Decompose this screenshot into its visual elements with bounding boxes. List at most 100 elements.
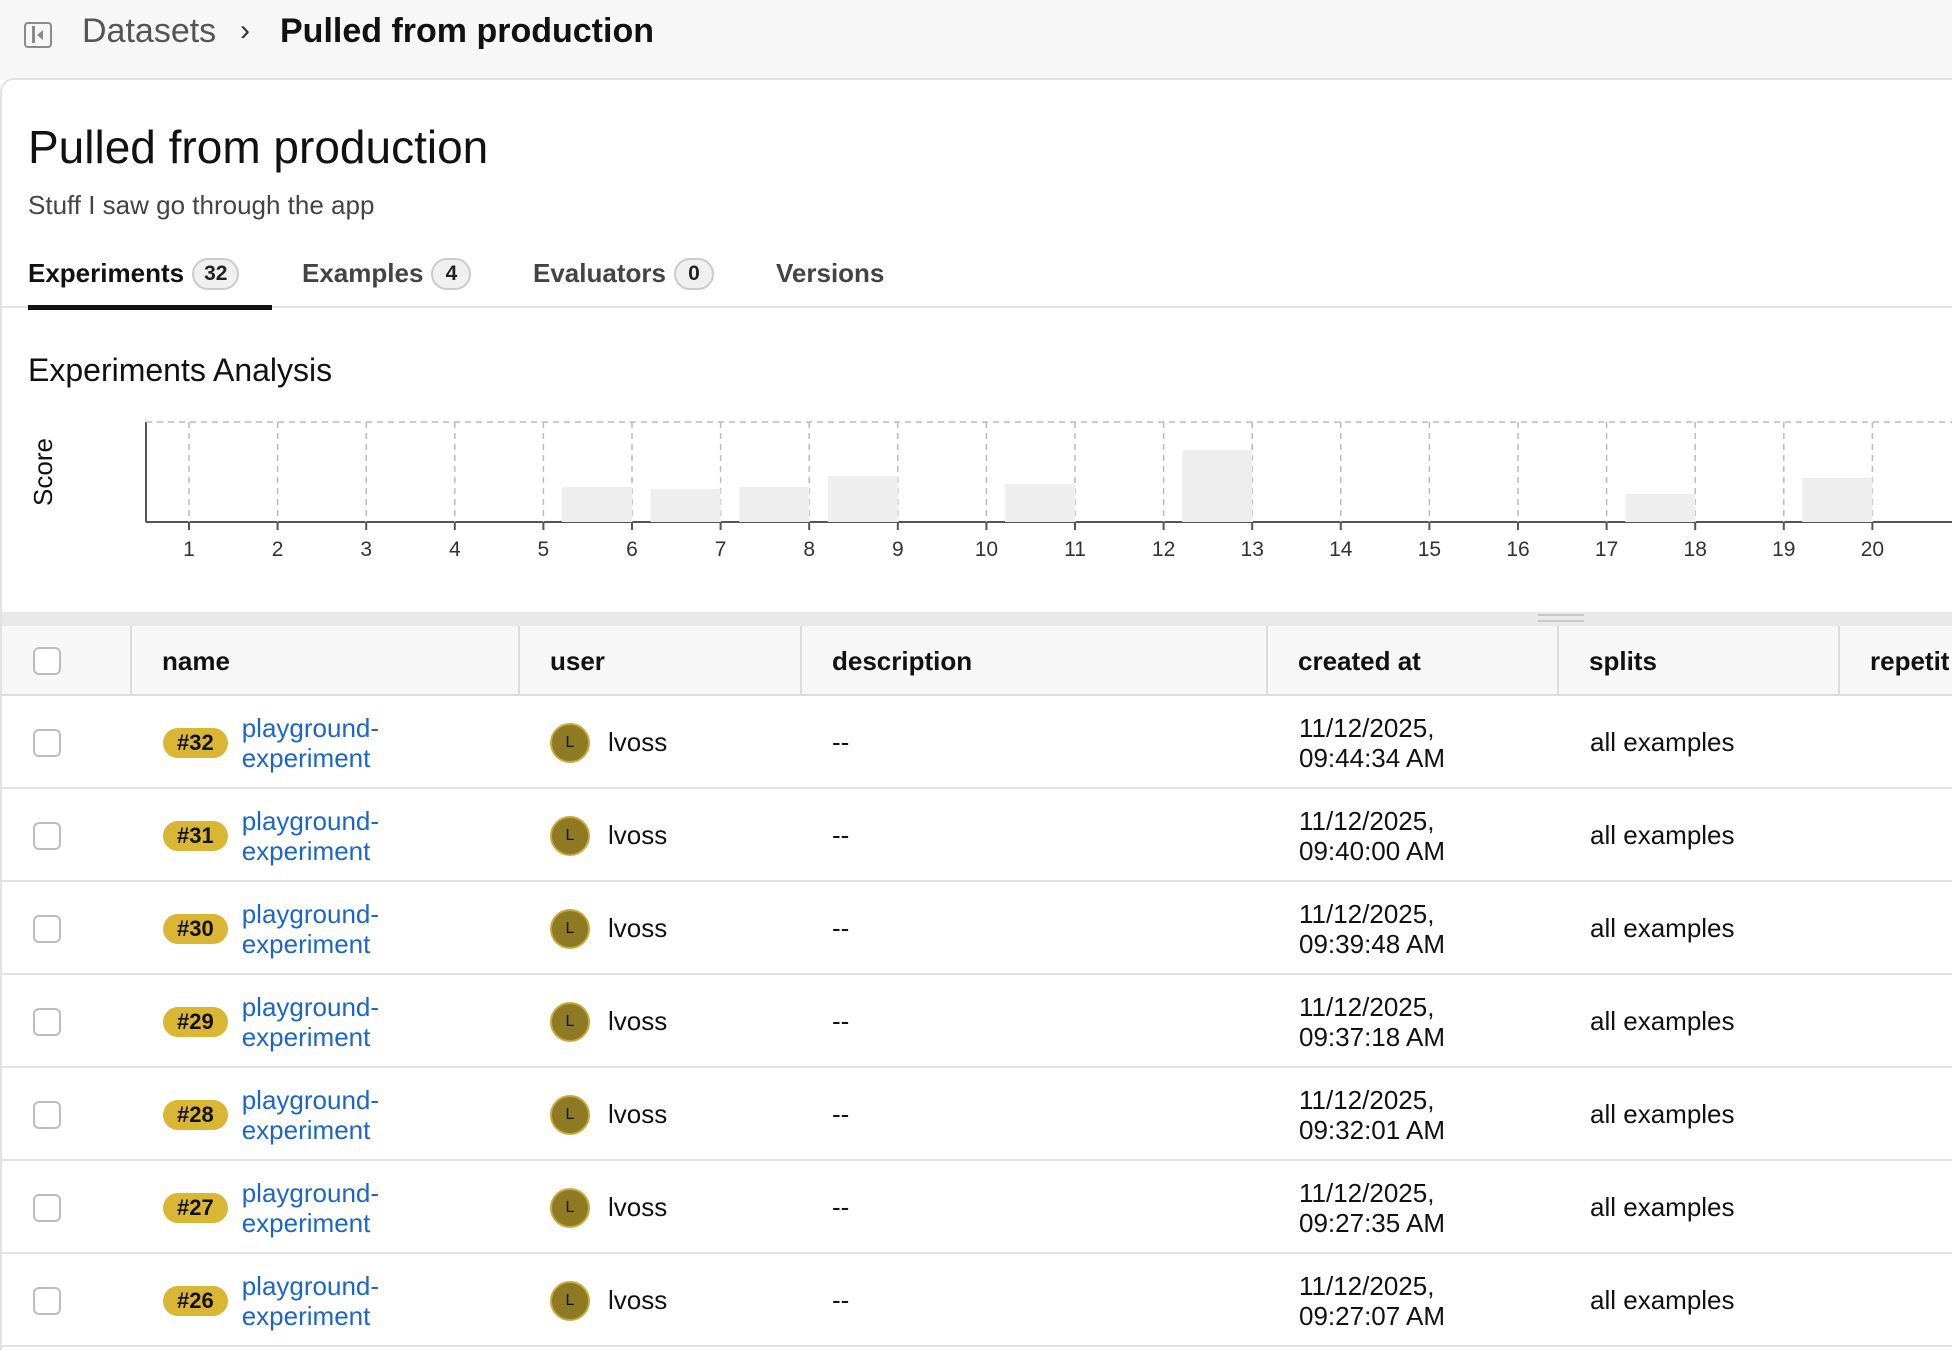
created-date: 11/12/2025, bbox=[1299, 1270, 1435, 1301]
select-all-cell bbox=[2, 626, 132, 696]
splits-cell: all examples bbox=[1590, 1099, 1735, 1129]
description-cell: -- bbox=[832, 1006, 850, 1036]
created-at-cell: 11/12/2025, 09:27:07 AM bbox=[1299, 1254, 1549, 1347]
row-select-cell bbox=[2, 975, 132, 1068]
chart-tick-label: 3 bbox=[360, 538, 372, 560]
row-checkbox[interactable] bbox=[33, 728, 61, 757]
created-time: 09:32:01 AM bbox=[1299, 1114, 1445, 1145]
user-name: lvoss bbox=[608, 820, 668, 850]
resize-handle[interactable] bbox=[1538, 614, 1584, 622]
chart-tick-label: 14 bbox=[1329, 538, 1353, 560]
experiment-name-cell: #28 playground-experiment bbox=[163, 1068, 503, 1161]
tab-evaluators-label: Evaluators bbox=[533, 258, 666, 288]
experiment-name-link[interactable]: playground-experiment bbox=[242, 806, 379, 866]
experiment-name-cell: #32 playground-experiment bbox=[163, 696, 503, 789]
experiments-table: name user description created at splits … bbox=[2, 626, 1952, 1347]
experiment-name-cell: #27 playground-experiment bbox=[163, 1161, 503, 1254]
column-header-repetitions[interactable]: repetit bbox=[1870, 645, 1950, 676]
column-header-splits[interactable]: splits bbox=[1559, 626, 1840, 696]
tab-evaluators[interactable]: Evaluators 0 bbox=[533, 250, 714, 308]
experiment-name-line2: experiment bbox=[241, 1207, 371, 1238]
row-checkbox[interactable] bbox=[33, 821, 61, 850]
created-at-cell: 11/12/2025, 09:44:34 AM bbox=[1299, 696, 1549, 789]
avatar: L bbox=[550, 1187, 590, 1228]
breadcrumb-current: Pulled from production bbox=[280, 12, 654, 50]
column-header-description[interactable]: description bbox=[802, 626, 1268, 696]
chart-bar[interactable] bbox=[739, 487, 810, 522]
description-cell: -- bbox=[832, 727, 850, 757]
created-time: 09:40:00 AM bbox=[1299, 835, 1445, 866]
experiment-name-line2: experiment bbox=[241, 1300, 371, 1331]
experiment-name-link[interactable]: playground-experiment bbox=[242, 992, 379, 1052]
created-date: 11/12/2025, bbox=[1299, 1084, 1435, 1115]
created-at-cell: 11/12/2025, 09:37:18 AM bbox=[1299, 975, 1549, 1068]
experiment-id-badge: #30 bbox=[163, 913, 228, 944]
main-panel: Pulled from production Stuff I saw go th… bbox=[0, 78, 1952, 1350]
page-title: Pulled from production bbox=[28, 121, 489, 173]
experiment-name-link[interactable]: playground-experiment bbox=[242, 1085, 379, 1145]
chart-bar[interactable] bbox=[1182, 450, 1253, 522]
user-name: lvoss bbox=[608, 1285, 668, 1315]
row-checkbox[interactable] bbox=[33, 1100, 61, 1129]
chart-bar[interactable] bbox=[650, 489, 721, 522]
breadcrumb-datasets-link[interactable]: Datasets bbox=[82, 12, 217, 50]
created-time: 09:44:34 AM bbox=[1299, 742, 1445, 773]
splits-cell: all examples bbox=[1590, 1192, 1735, 1222]
chart-tick-label: 1 bbox=[183, 538, 195, 560]
row-select-cell bbox=[2, 789, 132, 882]
experiment-name-link[interactable]: playground-experiment bbox=[242, 1271, 379, 1331]
tab-bar: Experiments 32 Examples 4 Evaluators 0 V… bbox=[2, 250, 1952, 310]
chart-bar[interactable] bbox=[827, 476, 898, 522]
created-time: 09:39:48 AM bbox=[1299, 928, 1445, 959]
experiment-name-line1: playground- bbox=[241, 712, 380, 743]
experiment-name-link[interactable]: playground-experiment bbox=[242, 1178, 379, 1238]
row-select-cell bbox=[2, 696, 132, 789]
splits-cell: all examples bbox=[1590, 1285, 1735, 1315]
row-checkbox[interactable] bbox=[33, 914, 61, 943]
table-header: name user description created at splits … bbox=[2, 626, 1952, 696]
chart-tick-label: 20 bbox=[1861, 538, 1884, 560]
experiment-id-badge: #26 bbox=[163, 1285, 228, 1316]
tab-experiments[interactable]: Experiments 32 bbox=[28, 250, 272, 310]
column-header-name[interactable]: name bbox=[132, 626, 520, 696]
experiment-name-cell: #26 playground-experiment bbox=[163, 1254, 503, 1347]
chart-bar[interactable] bbox=[1005, 484, 1075, 522]
experiments-chart: 1 2 3 4 5 6 7 8 9 10 11 12 13 14 15 16 17 18 19 20 Score bbox=[2, 410, 1952, 560]
chart-tick-label: 13 bbox=[1241, 538, 1264, 560]
user-name: lvoss bbox=[608, 727, 668, 757]
row-checkbox[interactable] bbox=[33, 1007, 61, 1036]
tab-examples[interactable]: Examples 4 bbox=[302, 250, 472, 308]
column-header-created-at[interactable]: created at bbox=[1268, 626, 1559, 696]
experiment-name-line1: playground- bbox=[241, 805, 380, 836]
chart-bar[interactable] bbox=[1625, 494, 1696, 522]
tab-evaluators-count: 0 bbox=[673, 258, 714, 290]
chart-bar[interactable] bbox=[1802, 478, 1873, 522]
breadcrumb-chevron-icon: › bbox=[240, 14, 250, 47]
tab-versions[interactable]: Versions bbox=[776, 250, 884, 308]
select-all-checkbox[interactable] bbox=[33, 647, 61, 675]
row-checkbox[interactable] bbox=[33, 1286, 61, 1315]
column-header-user[interactable]: user bbox=[520, 626, 802, 696]
splits-cell: all examples bbox=[1590, 727, 1735, 757]
user-name: lvoss bbox=[608, 913, 668, 943]
experiment-id-badge: #28 bbox=[163, 1099, 228, 1130]
tab-experiments-label: Experiments bbox=[28, 258, 185, 288]
experiment-name-link[interactable]: playground-experiment bbox=[242, 899, 379, 959]
experiment-name-link[interactable]: playground-experiment bbox=[242, 713, 379, 773]
chart-bar[interactable] bbox=[562, 487, 632, 522]
chart-y-axis-label: Score bbox=[28, 438, 58, 506]
row-checkbox[interactable] bbox=[33, 1193, 61, 1222]
experiment-id-badge: #29 bbox=[163, 1006, 228, 1037]
sidebar-toggle-icon[interactable] bbox=[24, 22, 52, 48]
chart-tick-label: 6 bbox=[626, 538, 638, 560]
